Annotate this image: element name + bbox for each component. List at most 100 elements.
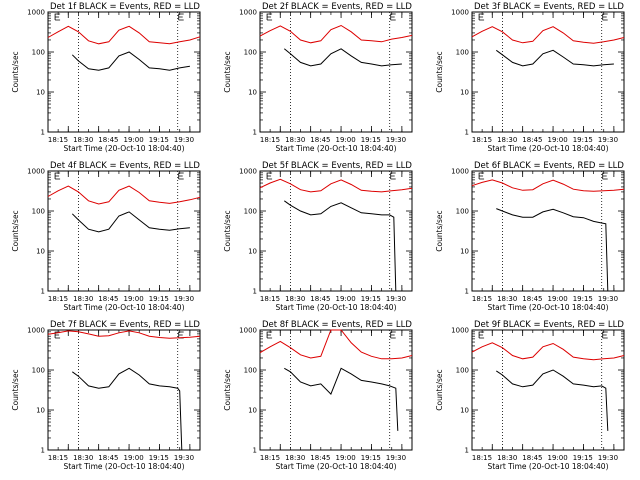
x-tick-label: 19:00 bbox=[124, 295, 144, 303]
y-axis-label: Counts/sec bbox=[435, 51, 444, 92]
x-axis-label: Start Time (20-Oct-10 18:04:40) bbox=[487, 144, 608, 153]
y-tick-label: 100 bbox=[32, 49, 45, 57]
flag-E-icon bbox=[602, 172, 608, 180]
y-tick-label: 100 bbox=[456, 208, 469, 216]
y-tick-label: 100 bbox=[32, 208, 45, 216]
x-tick-label: 18:30 bbox=[73, 136, 93, 144]
lld-series-line bbox=[259, 24, 413, 44]
y-tick-label: 1 bbox=[41, 288, 45, 296]
x-axis-label: Start Time (20-Oct-10 18:04:40) bbox=[63, 303, 184, 312]
flag-E-icon bbox=[54, 331, 61, 339]
x-tick-label: 19:15 bbox=[361, 136, 381, 144]
x-axis-label: Start Time (20-Oct-10 18:04:40) bbox=[275, 144, 396, 153]
x-tick-label: 18:15 bbox=[260, 136, 280, 144]
lld-series-line bbox=[471, 179, 625, 192]
x-tick-label: 18:45 bbox=[310, 136, 330, 144]
y-axis-label: Counts/sec bbox=[11, 51, 20, 92]
panel-title: Det 8f BLACK = Events, RED = LLD bbox=[262, 320, 412, 330]
y-tick-label: 10 bbox=[248, 407, 257, 415]
x-tick-label: 19:30 bbox=[386, 295, 406, 303]
x-axis-label: Start Time (20-Oct-10 18:04:40) bbox=[275, 303, 396, 312]
y-tick-label: 10 bbox=[36, 89, 45, 97]
y-tick-label: 10 bbox=[36, 248, 45, 256]
x-tick-label: 18:30 bbox=[497, 295, 517, 303]
x-tick-label: 18:15 bbox=[48, 295, 68, 303]
flag-E-icon bbox=[478, 172, 485, 180]
x-tick-label: 19:00 bbox=[336, 454, 356, 462]
events-series-line bbox=[496, 208, 609, 292]
x-tick-label: 19:00 bbox=[336, 136, 356, 144]
panel-7: Det 7f BLACK = Events, RED = LLD 1 10 100 10… bbox=[11, 320, 201, 471]
y-tick-label: 1 bbox=[41, 447, 45, 455]
y-tick-label: 1 bbox=[253, 288, 257, 296]
events-series-line bbox=[284, 367, 399, 431]
lld-series-line bbox=[47, 25, 201, 45]
y-tick-label: 100 bbox=[32, 367, 45, 375]
lld-series-line bbox=[259, 329, 413, 360]
panel-title: Det 2f BLACK = Events, RED = LLD bbox=[262, 2, 412, 12]
panel-title: Det 1f BLACK = Events, RED = LLD bbox=[50, 2, 200, 12]
flag-E-icon bbox=[602, 13, 608, 21]
x-tick-label: 18:15 bbox=[472, 136, 492, 144]
x-tick-label: 19:15 bbox=[573, 295, 593, 303]
events-series-line bbox=[284, 200, 398, 292]
flag-E-icon bbox=[178, 13, 184, 21]
y-tick-label: 10 bbox=[248, 89, 257, 97]
y-tick-label: 100 bbox=[456, 367, 469, 375]
y-tick-label: 100 bbox=[244, 367, 257, 375]
y-axis-label: Counts/sec bbox=[11, 210, 20, 251]
x-tick-label: 18:15 bbox=[48, 454, 68, 462]
flag-E-icon bbox=[266, 13, 273, 21]
plot-frame bbox=[47, 329, 201, 451]
x-tick-label: 18:45 bbox=[98, 454, 118, 462]
panel-4: Det 4f BLACK = Events, RED = LLD 1 10 100 10… bbox=[11, 161, 201, 312]
x-tick-label: 18:30 bbox=[497, 136, 517, 144]
x-tick-label: 18:45 bbox=[522, 454, 542, 462]
x-tick-label: 19:30 bbox=[386, 136, 406, 144]
y-axis-label: Counts/sec bbox=[223, 51, 232, 92]
panel-1: Det 1f BLACK = Events, RED = LLD 1 10 100 10… bbox=[11, 2, 201, 153]
events-series-line bbox=[283, 48, 402, 67]
plot-frame bbox=[471, 11, 625, 133]
flag-E-icon bbox=[266, 331, 273, 339]
y-tick-label: 10 bbox=[460, 407, 469, 415]
y-axis-label: Counts/sec bbox=[435, 210, 444, 251]
x-tick-label: 19:30 bbox=[174, 454, 194, 462]
panel-5: Det 5f BLACK = Events, RED = LLD 1 10 100 10… bbox=[223, 161, 413, 312]
x-tick-label: 18:30 bbox=[285, 136, 305, 144]
plot-frame bbox=[47, 11, 201, 133]
plot-frame bbox=[259, 170, 413, 292]
x-axis-label: Start Time (20-Oct-10 18:04:40) bbox=[63, 144, 184, 153]
flag-E-icon bbox=[54, 172, 61, 180]
y-tick-label: 1000 bbox=[451, 327, 469, 335]
y-tick-label: 1000 bbox=[27, 168, 45, 176]
flag-E-icon bbox=[178, 172, 184, 180]
x-tick-label: 18:15 bbox=[472, 454, 492, 462]
panel-8: Det 8f BLACK = Events, RED = LLD 1 10 100 10… bbox=[223, 320, 413, 471]
x-tick-label: 18:45 bbox=[98, 295, 118, 303]
panel-9: Det 9f BLACK = Events, RED = LLD 1 10 100 10… bbox=[435, 320, 625, 471]
y-tick-label: 100 bbox=[244, 49, 257, 57]
x-tick-label: 19:00 bbox=[124, 454, 144, 462]
events-series-line bbox=[71, 51, 190, 71]
x-tick-label: 19:30 bbox=[386, 454, 406, 462]
x-tick-label: 19:00 bbox=[548, 295, 568, 303]
flag-E-icon bbox=[54, 13, 61, 21]
y-axis-label: Counts/sec bbox=[223, 210, 232, 251]
x-tick-label: 19:15 bbox=[361, 454, 381, 462]
panel-2: Det 2f BLACK = Events, RED = LLD 1 10 100 10… bbox=[223, 2, 413, 153]
y-tick-label: 1000 bbox=[27, 327, 45, 335]
x-tick-label: 18:15 bbox=[260, 454, 280, 462]
events-series-line bbox=[496, 369, 609, 431]
flag-E-icon bbox=[266, 172, 273, 180]
y-tick-label: 10 bbox=[460, 89, 469, 97]
plot-frame bbox=[471, 170, 625, 292]
x-tick-label: 18:30 bbox=[73, 454, 93, 462]
x-tick-label: 18:45 bbox=[522, 136, 542, 144]
y-tick-label: 1000 bbox=[451, 9, 469, 17]
y-axis-label: Counts/sec bbox=[11, 369, 20, 410]
plot-frame bbox=[259, 11, 413, 133]
x-tick-label: 19:15 bbox=[573, 454, 593, 462]
flag-E-icon bbox=[478, 331, 485, 339]
x-tick-label: 18:15 bbox=[472, 295, 492, 303]
